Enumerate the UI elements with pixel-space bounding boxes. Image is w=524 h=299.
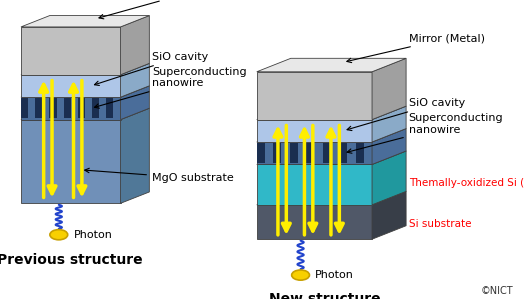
Polygon shape <box>21 27 121 75</box>
Polygon shape <box>257 191 406 205</box>
Polygon shape <box>63 98 71 118</box>
Polygon shape <box>257 58 406 72</box>
Polygon shape <box>290 143 298 163</box>
Polygon shape <box>63 86 100 97</box>
Text: Themally-oxidized Si (SiO₂): Themally-oxidized Si (SiO₂) <box>409 178 524 187</box>
Polygon shape <box>356 129 398 142</box>
Polygon shape <box>306 129 348 142</box>
Polygon shape <box>121 108 149 203</box>
Text: Si substrate: Si substrate <box>409 219 471 229</box>
Polygon shape <box>372 191 406 239</box>
Polygon shape <box>121 16 149 75</box>
Polygon shape <box>106 98 113 118</box>
Text: Mirror (Metal): Mirror (Metal) <box>99 0 228 19</box>
Polygon shape <box>257 143 265 163</box>
Polygon shape <box>339 129 381 142</box>
Polygon shape <box>257 164 372 205</box>
Polygon shape <box>106 86 142 97</box>
Text: SiO cavity: SiO cavity <box>94 52 208 86</box>
Polygon shape <box>323 129 365 142</box>
Text: New structure: New structure <box>269 292 380 299</box>
Polygon shape <box>257 205 372 239</box>
Polygon shape <box>372 151 406 205</box>
Text: Superconducting
nanowire: Superconducting nanowire <box>347 113 504 153</box>
Polygon shape <box>121 63 149 97</box>
Text: Previous structure: Previous structure <box>0 253 142 267</box>
Polygon shape <box>92 86 128 97</box>
Text: Photon: Photon <box>315 270 354 280</box>
Polygon shape <box>92 98 99 118</box>
Polygon shape <box>356 143 364 163</box>
Polygon shape <box>21 75 121 97</box>
Polygon shape <box>372 106 406 142</box>
Text: MgO substrate: MgO substrate <box>85 168 234 183</box>
Text: SiO cavity: SiO cavity <box>347 98 465 131</box>
Polygon shape <box>339 143 347 163</box>
Polygon shape <box>35 86 71 97</box>
Text: ©NICT: ©NICT <box>481 286 514 296</box>
Polygon shape <box>21 108 149 120</box>
Polygon shape <box>21 97 121 120</box>
Text: Photon: Photon <box>73 230 112 240</box>
Polygon shape <box>372 129 406 164</box>
Text: Superconducting
nanowire: Superconducting nanowire <box>94 67 247 108</box>
Text: Mirror (Metal): Mirror (Metal) <box>347 33 485 62</box>
Polygon shape <box>21 86 149 97</box>
Polygon shape <box>372 58 406 120</box>
Polygon shape <box>49 98 57 118</box>
Polygon shape <box>306 143 314 163</box>
Polygon shape <box>290 129 332 142</box>
Polygon shape <box>257 129 299 142</box>
Circle shape <box>50 230 68 240</box>
Polygon shape <box>257 151 406 164</box>
Polygon shape <box>257 142 372 164</box>
Polygon shape <box>273 143 281 163</box>
Circle shape <box>292 270 310 280</box>
Polygon shape <box>21 63 149 75</box>
Polygon shape <box>78 86 114 97</box>
Polygon shape <box>21 98 28 118</box>
Polygon shape <box>257 129 406 142</box>
Polygon shape <box>21 120 121 203</box>
Polygon shape <box>257 106 406 120</box>
Polygon shape <box>49 86 85 97</box>
Polygon shape <box>257 72 372 120</box>
Polygon shape <box>323 143 331 163</box>
Polygon shape <box>121 86 149 120</box>
Polygon shape <box>273 129 315 142</box>
Polygon shape <box>21 16 149 27</box>
Polygon shape <box>21 86 57 97</box>
Polygon shape <box>78 98 85 118</box>
Polygon shape <box>257 120 372 142</box>
Polygon shape <box>35 98 42 118</box>
